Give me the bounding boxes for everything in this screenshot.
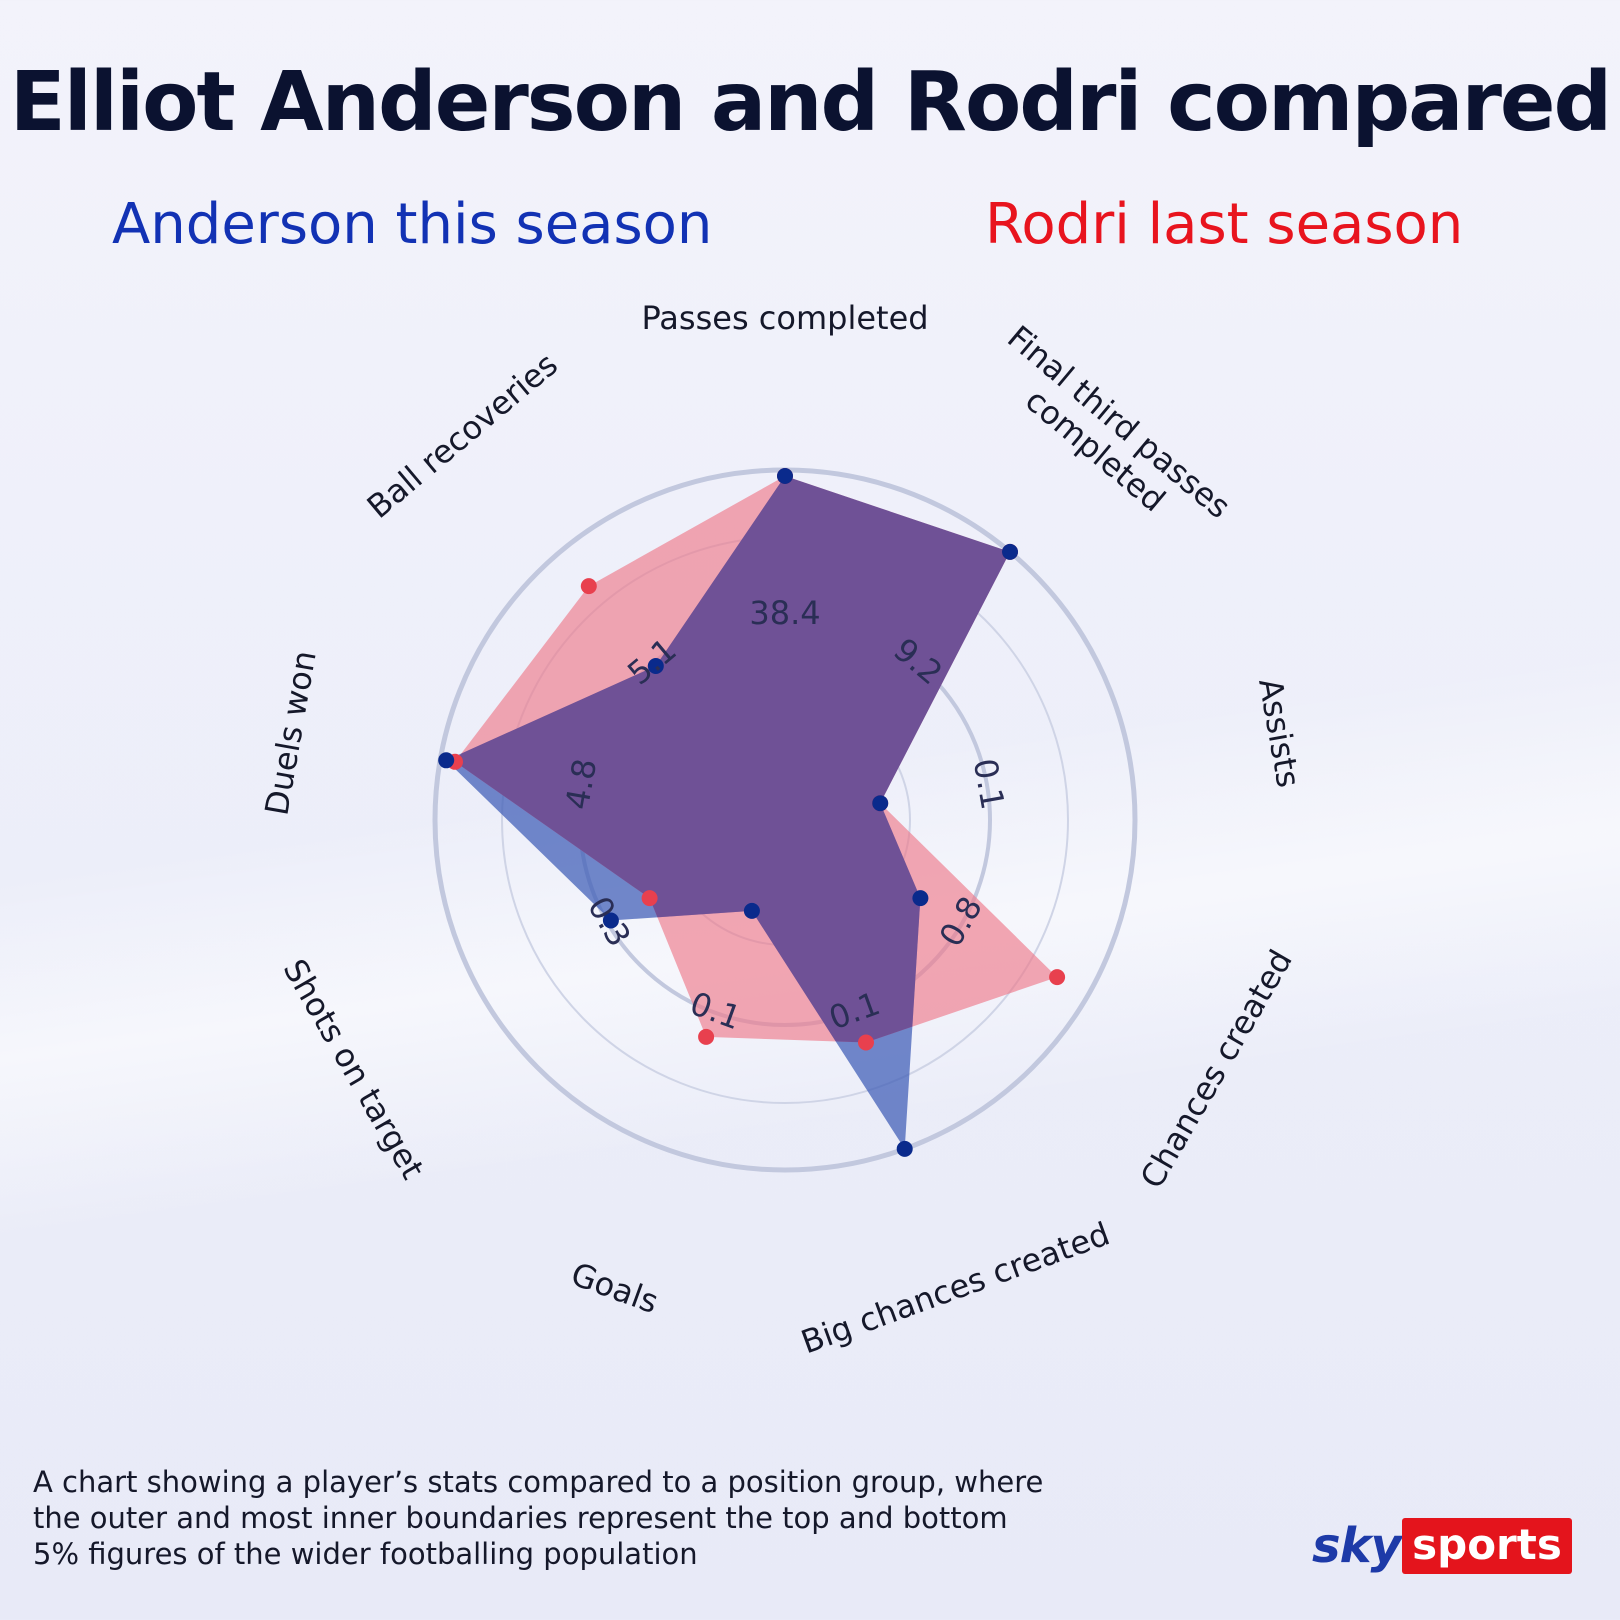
- value-label-1: 38.4: [749, 594, 820, 632]
- legend-anderson: Anderson this season: [112, 192, 713, 257]
- anderson-point-2: [1002, 543, 1018, 560]
- rodri-point-7: [641, 890, 658, 907]
- anderson-point-9: [647, 658, 664, 674]
- axis-label-3: Assists: [1251, 675, 1308, 790]
- footnote-line-2: the outer and most inner boundaries repr…: [33, 1501, 1008, 1535]
- rodri-point-4: [1049, 969, 1066, 986]
- logo-sky-text: sky: [1312, 1518, 1402, 1574]
- axis-label-2: Final third passescompleted: [977, 318, 1238, 554]
- axis-label-7: Shots on target: [276, 953, 432, 1186]
- rodri-point-6: [698, 1028, 715, 1045]
- rodri-point-5: [858, 1034, 874, 1051]
- legend-rodri: Rodri last season: [985, 192, 1464, 257]
- anderson-point-5: [896, 1140, 913, 1157]
- axis-label-5: Big chances created: [796, 1214, 1114, 1361]
- series-overlap-area: [455, 476, 1010, 1043]
- footnote-line-3: 5% figures of the wider footballing popu…: [33, 1537, 698, 1571]
- footnote-line-1: A chart showing a player’s stats compare…: [33, 1465, 1044, 1499]
- anderson-point-6: [743, 902, 760, 919]
- anderson-point-3: [872, 795, 889, 812]
- axis-label-4: Chances created: [1133, 943, 1300, 1195]
- rodri-point-9: [580, 578, 597, 595]
- anderson-point-7: [602, 912, 619, 929]
- logo-sports-text: sports: [1402, 1518, 1572, 1574]
- value-label-8: 4.8: [558, 756, 604, 813]
- chart-title: Elliot Anderson and Rodri compared: [9, 55, 1612, 150]
- axis-label-8: Duels won: [257, 648, 323, 818]
- axis-label-6: Goals: [566, 1255, 663, 1321]
- value-label-3: 0.1: [966, 756, 1012, 813]
- axis-label-1: Passes completed: [641, 299, 928, 337]
- radar-points: [438, 468, 1066, 1157]
- anderson-point-8: [438, 752, 455, 769]
- axis-label-9: Ball recoveries: [360, 345, 565, 526]
- radar-polygons: [446, 476, 1058, 1149]
- anderson-point-1: [777, 468, 793, 484]
- anderson-point-4: [912, 890, 929, 907]
- footnote: A chart showing a player’s stats compare…: [33, 1464, 1093, 1572]
